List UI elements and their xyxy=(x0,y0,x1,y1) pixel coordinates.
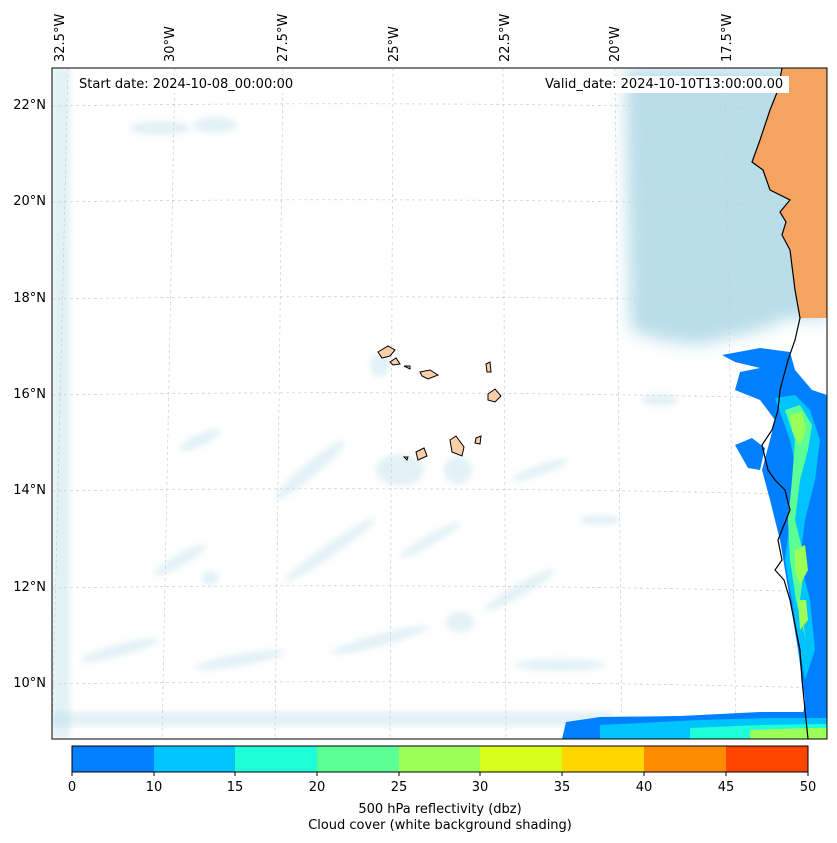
lon-label-25w: 25°W xyxy=(387,26,402,62)
colorbar-tick-30: 30 xyxy=(471,780,489,795)
reflectivity-patches xyxy=(562,348,827,739)
colorbar-sublabel: Cloud cover (white background shading) xyxy=(308,818,572,833)
colorbar-segment-25-30 xyxy=(399,746,480,772)
lat-label-14n: 14°N xyxy=(13,483,46,498)
colorbar-segment-20-25 xyxy=(317,746,399,772)
map-frame xyxy=(51,67,828,740)
lon-label-20w: 20°W xyxy=(608,26,623,62)
colorbar-segment-35-40 xyxy=(562,746,644,772)
colorbar-segment-15-20 xyxy=(235,746,317,772)
colorbar-tick-50: 50 xyxy=(799,780,817,795)
lat-label-16n: 16°N xyxy=(13,387,46,402)
colorbar-segment-0-10 xyxy=(72,746,154,772)
colorbar-tick-45: 45 xyxy=(717,780,735,795)
start-date-label: Start date: 2024-10-08_00:00:00 xyxy=(73,76,300,93)
africa-coastline xyxy=(751,68,809,739)
lat-label-12n: 12°N xyxy=(13,580,46,595)
colorbar-segment-30-35 xyxy=(480,746,562,772)
colorbar-tick-20: 20 xyxy=(308,780,326,795)
colorbar-segment-40-45 xyxy=(644,746,726,772)
colorbar-tick-35: 35 xyxy=(553,780,571,795)
lon-label-22-5w: 22.5°W xyxy=(498,13,513,62)
lon-label-27-5w: 27.5°W xyxy=(276,13,291,62)
colorbar-tick-25: 25 xyxy=(390,780,408,795)
colorbar-tick-40: 40 xyxy=(635,780,653,795)
colorbar xyxy=(71,745,809,776)
valid-date-label: Valid_date: 2024-10-10T13:00:00.00 xyxy=(539,76,790,93)
colorbar-tick-0: 0 xyxy=(67,780,77,795)
gridlines xyxy=(52,68,827,739)
colorbar-tick-15: 15 xyxy=(226,780,244,795)
colorbar-label: 500 hPa reflectivity (dbz) xyxy=(358,802,522,817)
lat-label-10n: 10°N xyxy=(13,676,46,691)
colorbar-segment-10-15 xyxy=(154,746,235,772)
lon-label-17-5w: 17.5°W xyxy=(720,13,735,62)
lat-label-18n: 18°N xyxy=(13,291,46,306)
lon-label-30w: 30°W xyxy=(163,26,178,62)
lat-label-20n: 20°N xyxy=(13,194,46,209)
lon-label-32-5w: 32.5°W xyxy=(53,13,68,62)
colorbar-segment-45-50 xyxy=(726,746,808,772)
africa-land xyxy=(752,68,827,318)
colorbar-tick-10: 10 xyxy=(145,780,163,795)
cape-verde-islands xyxy=(377,345,502,461)
cloud-cover-shading xyxy=(52,68,827,739)
lat-label-22n: 22°N xyxy=(13,98,46,113)
